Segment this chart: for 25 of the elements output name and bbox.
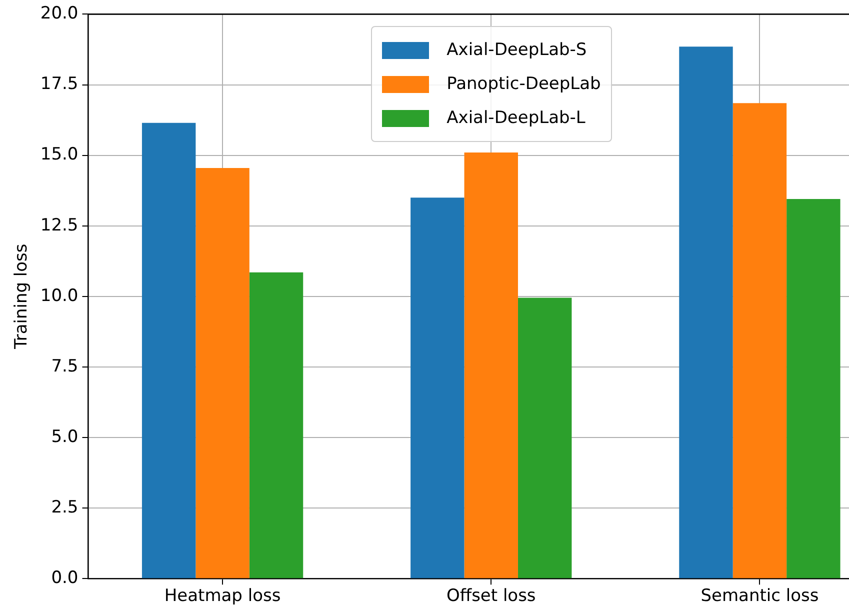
bar — [142, 122, 196, 578]
bar — [786, 199, 840, 578]
y-tick-label: 20.0 — [40, 4, 78, 24]
bar — [518, 298, 572, 578]
legend-label: Axial-DeepLab-L — [446, 108, 586, 128]
y-tick-label: 2.5 — [51, 497, 78, 518]
x-tick-label: Offset loss — [446, 586, 536, 606]
bar — [249, 272, 304, 578]
y-tick-label: 10.0 — [40, 286, 78, 306]
legend-label: Panoptic-DeepLab — [446, 74, 601, 94]
bar — [464, 152, 518, 578]
legend-label: Axial-DeepLab-S — [446, 40, 587, 60]
bar — [679, 46, 733, 578]
y-tick-label: 5.0 — [51, 426, 78, 447]
y-tick-label: 15.0 — [40, 144, 78, 165]
bar — [410, 198, 464, 578]
x-tick-label: Semantic loss — [700, 586, 819, 606]
y-tick-label: 0.0 — [51, 568, 78, 588]
y-tick-label: 7.5 — [51, 356, 78, 376]
bar — [732, 103, 787, 578]
y-tick-label: 12.5 — [40, 215, 78, 236]
x-tick-label: Heatmap loss — [164, 586, 281, 606]
bar — [196, 168, 250, 578]
y-tick-label: 17.5 — [40, 74, 78, 94]
y-axis-title: Training loss — [12, 244, 32, 350]
